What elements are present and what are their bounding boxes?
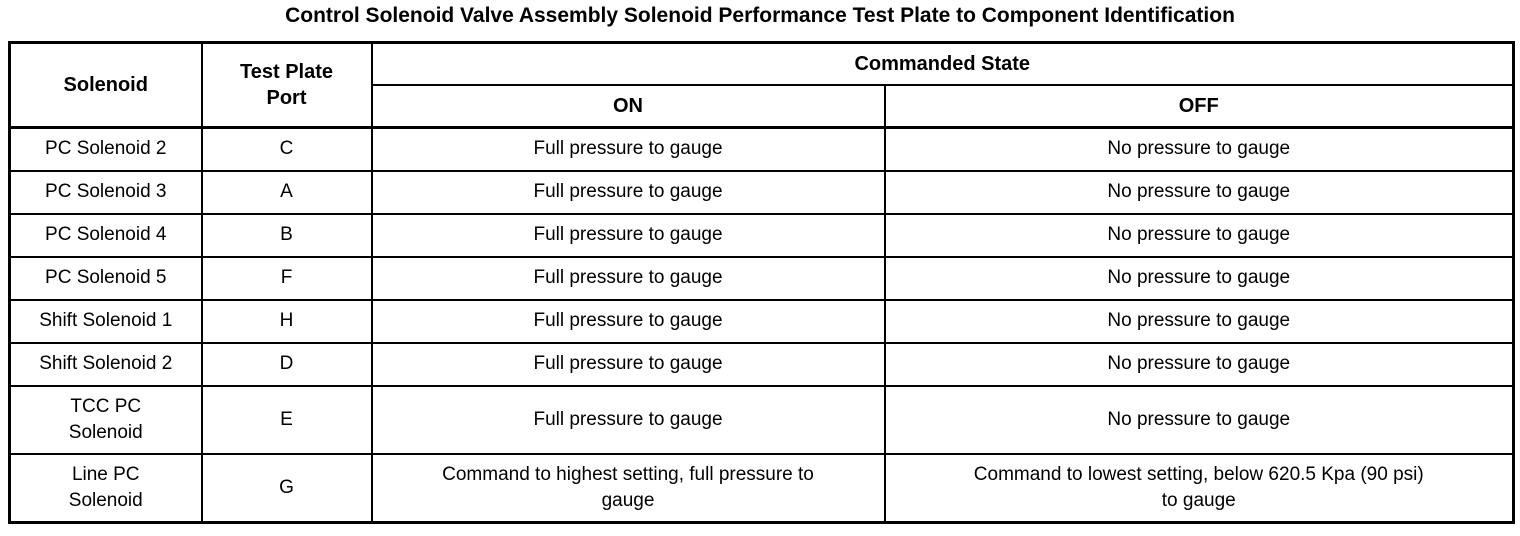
column-header-commanded-state: Commanded State <box>370 41 1515 86</box>
cell-port: E <box>200 384 373 455</box>
cell-off: Command to lowest setting, below 620.5 K… <box>883 452 1515 523</box>
cell-solenoid: PC Solenoid 3 <box>8 169 203 215</box>
table-header: Solenoid Test Plate Port Commanded State… <box>8 41 1515 129</box>
cell-port: C <box>200 126 373 172</box>
column-header-off: OFF <box>883 84 1515 129</box>
table-row: PC Solenoid 4 B Full pressure to gauge No p… <box>8 212 1515 258</box>
column-header-test-plate-port: Test Plate Port <box>200 41 373 129</box>
header-row-sub: ON OFF <box>10 84 1515 129</box>
column-header-solenoid: Solenoid <box>8 41 203 129</box>
cell-on: Full pressure to gauge <box>370 298 886 344</box>
cell-port: B <box>200 212 373 258</box>
cell-on: Command to highest setting, full pressur… <box>370 452 886 523</box>
cell-port: D <box>200 341 373 387</box>
table-row: Line PC Solenoid G Command to highest sett… <box>8 452 1515 523</box>
cell-on: Full pressure to gauge <box>370 212 886 258</box>
header-row-top: Solenoid Test Plate Port Commanded State <box>8 41 1515 129</box>
cell-off: No pressure to gauge <box>883 384 1515 455</box>
table-row: PC Solenoid 5 F Full pressure to gauge No p… <box>8 255 1515 301</box>
cell-port: G <box>200 452 373 523</box>
table-row: Shift Solenoid 1 H Full pressure to gauge N… <box>8 298 1515 344</box>
table-row: TCC PC Solenoid E Full pressure to gauge No… <box>8 384 1515 455</box>
cell-off: No pressure to gauge <box>883 255 1515 301</box>
solenoid-performance-table: Solenoid Test Plate Port Commanded State… <box>8 41 1515 524</box>
cell-on: Full pressure to gauge <box>370 126 886 172</box>
cell-port: A <box>200 169 373 215</box>
cell-solenoid: Shift Solenoid 1 <box>8 298 203 344</box>
cell-port: H <box>200 298 373 344</box>
cell-solenoid: Shift Solenoid 2 <box>8 341 203 387</box>
cell-on: Full pressure to gauge <box>370 169 886 215</box>
table-row: PC Solenoid 3 A Full pressure to gauge No p… <box>8 169 1515 215</box>
cell-on: Full pressure to gauge <box>370 341 886 387</box>
cell-on: Full pressure to gauge <box>370 384 886 455</box>
column-header-on: ON <box>370 84 886 129</box>
cell-on: Full pressure to gauge <box>370 255 886 301</box>
table-body: PC Solenoid 2 C Full pressure to gauge No p… <box>8 126 1515 523</box>
cell-off: No pressure to gauge <box>883 169 1515 215</box>
cell-off: No pressure to gauge <box>883 212 1515 258</box>
table-row: PC Solenoid 2 C Full pressure to gauge No p… <box>8 126 1515 172</box>
page-title: Control Solenoid Valve Assembly Solenoid… <box>285 4 1235 27</box>
cell-off: No pressure to gauge <box>883 126 1515 172</box>
cell-off: No pressure to gauge <box>883 341 1515 387</box>
table-row: Shift Solenoid 2 D Full pressure to gauge N… <box>8 341 1515 387</box>
cell-solenoid: TCC PC Solenoid <box>8 384 203 455</box>
cell-solenoid: Line PC Solenoid <box>8 452 203 523</box>
cell-off: No pressure to gauge <box>883 298 1515 344</box>
cell-port: F <box>200 255 373 301</box>
cell-solenoid: PC Solenoid 5 <box>8 255 203 301</box>
cell-solenoid: PC Solenoid 2 <box>8 126 203 172</box>
cell-solenoid: PC Solenoid 4 <box>8 212 203 258</box>
